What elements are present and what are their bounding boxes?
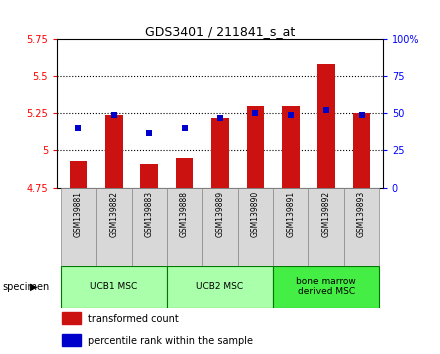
Bar (70, 161, 87, 188)
Bar (317, 64, 335, 188)
Bar (61, 188, 96, 266)
Bar (308, 188, 344, 266)
Bar (273, 188, 308, 266)
Bar (246, 106, 264, 188)
Bar (282, 106, 300, 188)
Text: GSM139892: GSM139892 (322, 191, 331, 237)
Text: UCB1 MSC: UCB1 MSC (90, 282, 137, 291)
Bar (62, 312, 81, 324)
Text: transformed count: transformed count (88, 314, 179, 324)
Text: GSM139882: GSM139882 (109, 191, 118, 237)
Text: GSM139891: GSM139891 (286, 191, 295, 237)
Text: ▶: ▶ (30, 282, 37, 292)
Bar (211, 118, 229, 188)
Bar (105, 115, 123, 188)
Text: GSM139893: GSM139893 (357, 191, 366, 237)
Bar (140, 164, 158, 188)
Bar (61, 266, 167, 308)
Bar (132, 188, 167, 266)
Bar (353, 113, 370, 188)
Text: percentile rank within the sample: percentile rank within the sample (88, 336, 253, 346)
Text: GSM139883: GSM139883 (145, 191, 154, 237)
Bar (238, 188, 273, 266)
Bar (62, 334, 81, 346)
Text: GSM139890: GSM139890 (251, 191, 260, 237)
Text: specimen: specimen (2, 282, 49, 292)
Bar (344, 188, 379, 266)
Text: UCB2 MSC: UCB2 MSC (196, 282, 244, 291)
Bar (167, 266, 273, 308)
Bar (167, 188, 202, 266)
Text: GSM139889: GSM139889 (216, 191, 224, 237)
Text: GSM139888: GSM139888 (180, 191, 189, 237)
Bar (202, 188, 238, 266)
Bar (273, 266, 379, 308)
Text: bone marrow
derived MSC: bone marrow derived MSC (296, 277, 356, 296)
Text: GSM139881: GSM139881 (74, 191, 83, 237)
Title: GDS3401 / 211841_s_at: GDS3401 / 211841_s_at (145, 25, 295, 38)
Bar (176, 158, 194, 188)
Bar (96, 188, 132, 266)
